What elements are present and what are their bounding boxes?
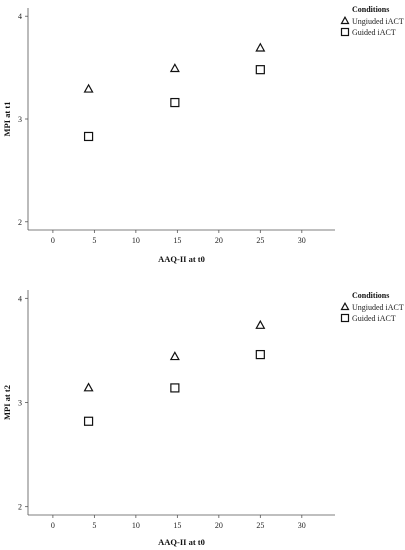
square-point-2 <box>170 383 180 393</box>
x-tick-label: 0 <box>51 521 55 530</box>
triangle-point-3 <box>255 319 266 329</box>
legend-square-icon <box>340 27 350 37</box>
legend-entry-label: Guided iACT <box>352 314 396 323</box>
square-point-2 <box>170 97 180 108</box>
x-tick-label: 25 <box>256 236 264 245</box>
x-tick-label: 20 <box>215 521 223 530</box>
legend-entry-label: Guided iACT <box>352 28 396 37</box>
legend-triangle-icon <box>340 15 350 25</box>
triangle-point-3 <box>255 42 266 52</box>
x-tick-label: 30 <box>298 236 306 245</box>
y-tick-label: 3 <box>18 399 22 408</box>
x-axis-title: AAQ-II at t0 <box>158 537 205 547</box>
triangle-point-1 <box>83 382 94 392</box>
x-tick-label: 5 <box>92 236 96 245</box>
square-point-3 <box>255 65 265 75</box>
legend-square-icon <box>340 313 350 323</box>
legend-entry-label: Ungiuded iACT <box>352 303 404 312</box>
legend-triangle-icon <box>340 301 350 311</box>
triangle-point-2 <box>169 63 180 73</box>
chart-panel-2: 0 5 10 15 20 25 30 2 3 4 AAQ-II at t0 MPI at t2 Cond… <box>2 290 404 547</box>
x-tick-label: 20 <box>215 236 223 245</box>
triangle-point-2 <box>169 351 180 361</box>
triangle-point-1 <box>83 83 94 93</box>
x-axis-title: AAQ-II at t0 <box>158 254 205 264</box>
y-tick-label: 4 <box>18 12 22 21</box>
x-tick-label: 5 <box>92 521 96 530</box>
square-point-1 <box>83 416 94 426</box>
x-tick-label: 15 <box>173 236 181 245</box>
y-tick-label: 4 <box>18 294 22 303</box>
x-tick-label: 10 <box>132 521 140 530</box>
y-axis-title: MPI at t1 <box>2 102 12 137</box>
y-tick-label: 2 <box>18 218 22 227</box>
x-tick-label: 0 <box>51 236 55 245</box>
x-tick-label: 15 <box>173 521 181 530</box>
y-axis-title: MPI at t2 <box>2 385 12 420</box>
legend-title: Conditions <box>352 5 389 14</box>
x-tick-label: 30 <box>298 521 306 530</box>
square-point-1 <box>83 131 94 142</box>
legend: Conditions Ungiuded iACT Guided iACT <box>340 291 404 323</box>
legend-title: Conditions <box>352 291 389 300</box>
x-tick-label: 10 <box>132 236 140 245</box>
x-tick-label: 25 <box>256 521 264 530</box>
legend: Conditions Ungiuded iACT Guided iACT <box>340 5 404 37</box>
square-point-3 <box>255 349 265 360</box>
y-tick-label: 2 <box>18 503 22 512</box>
chart-panel-1: 0 5 10 15 20 25 30 2 3 4 AAQ-II at t0 MPI at t1 Cond… <box>2 5 404 264</box>
legend-entry-label: Ungiuded iACT <box>352 17 404 26</box>
y-tick-label: 3 <box>18 115 22 124</box>
